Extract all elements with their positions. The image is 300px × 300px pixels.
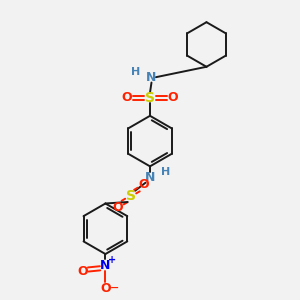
Text: N: N	[145, 171, 155, 184]
Text: O: O	[100, 282, 111, 295]
Text: H: H	[131, 67, 140, 77]
Text: N: N	[100, 259, 111, 272]
Text: N: N	[146, 71, 157, 84]
Text: O: O	[168, 92, 178, 104]
Text: O: O	[112, 202, 123, 214]
Text: H: H	[161, 167, 170, 177]
Text: S: S	[126, 189, 136, 203]
Text: O: O	[122, 92, 132, 104]
Text: O: O	[77, 266, 88, 278]
Text: O: O	[139, 178, 149, 191]
Text: S: S	[145, 91, 155, 105]
Text: +: +	[108, 255, 116, 265]
Text: −: −	[110, 283, 119, 293]
